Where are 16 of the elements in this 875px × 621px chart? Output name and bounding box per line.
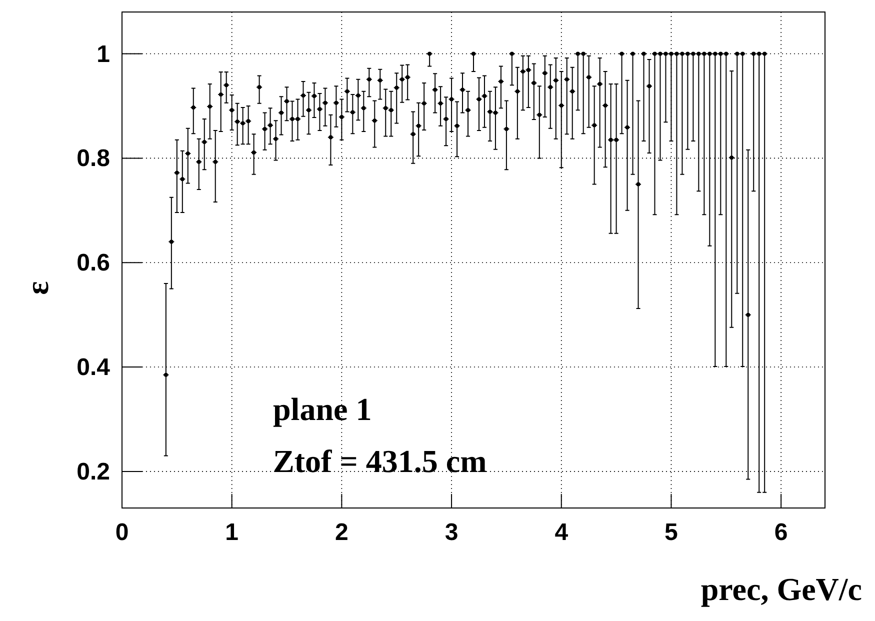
annotation: plane 1 bbox=[273, 391, 372, 427]
x-tick-label: 4 bbox=[554, 519, 569, 546]
x-tick-label: 6 bbox=[774, 519, 788, 546]
annotation: Ztof = 431.5 cm bbox=[273, 443, 488, 479]
x-axis-title: prec, GeV/c bbox=[700, 571, 862, 607]
x-tick-label: 3 bbox=[444, 519, 458, 546]
x-tick-label: 1 bbox=[225, 519, 239, 546]
y-tick-label: 0.8 bbox=[76, 145, 110, 172]
y-tick-label: 1 bbox=[96, 40, 110, 68]
y-tick-label: 0.6 bbox=[76, 250, 110, 277]
x-tick-label: 5 bbox=[664, 519, 678, 546]
x-tick-label: 2 bbox=[335, 519, 348, 546]
y-tick-label: 0.2 bbox=[76, 458, 110, 486]
y-tick-label: 0.4 bbox=[76, 354, 111, 382]
y-axis-title: ε bbox=[19, 280, 55, 295]
x-tick-label: 0 bbox=[115, 519, 129, 546]
